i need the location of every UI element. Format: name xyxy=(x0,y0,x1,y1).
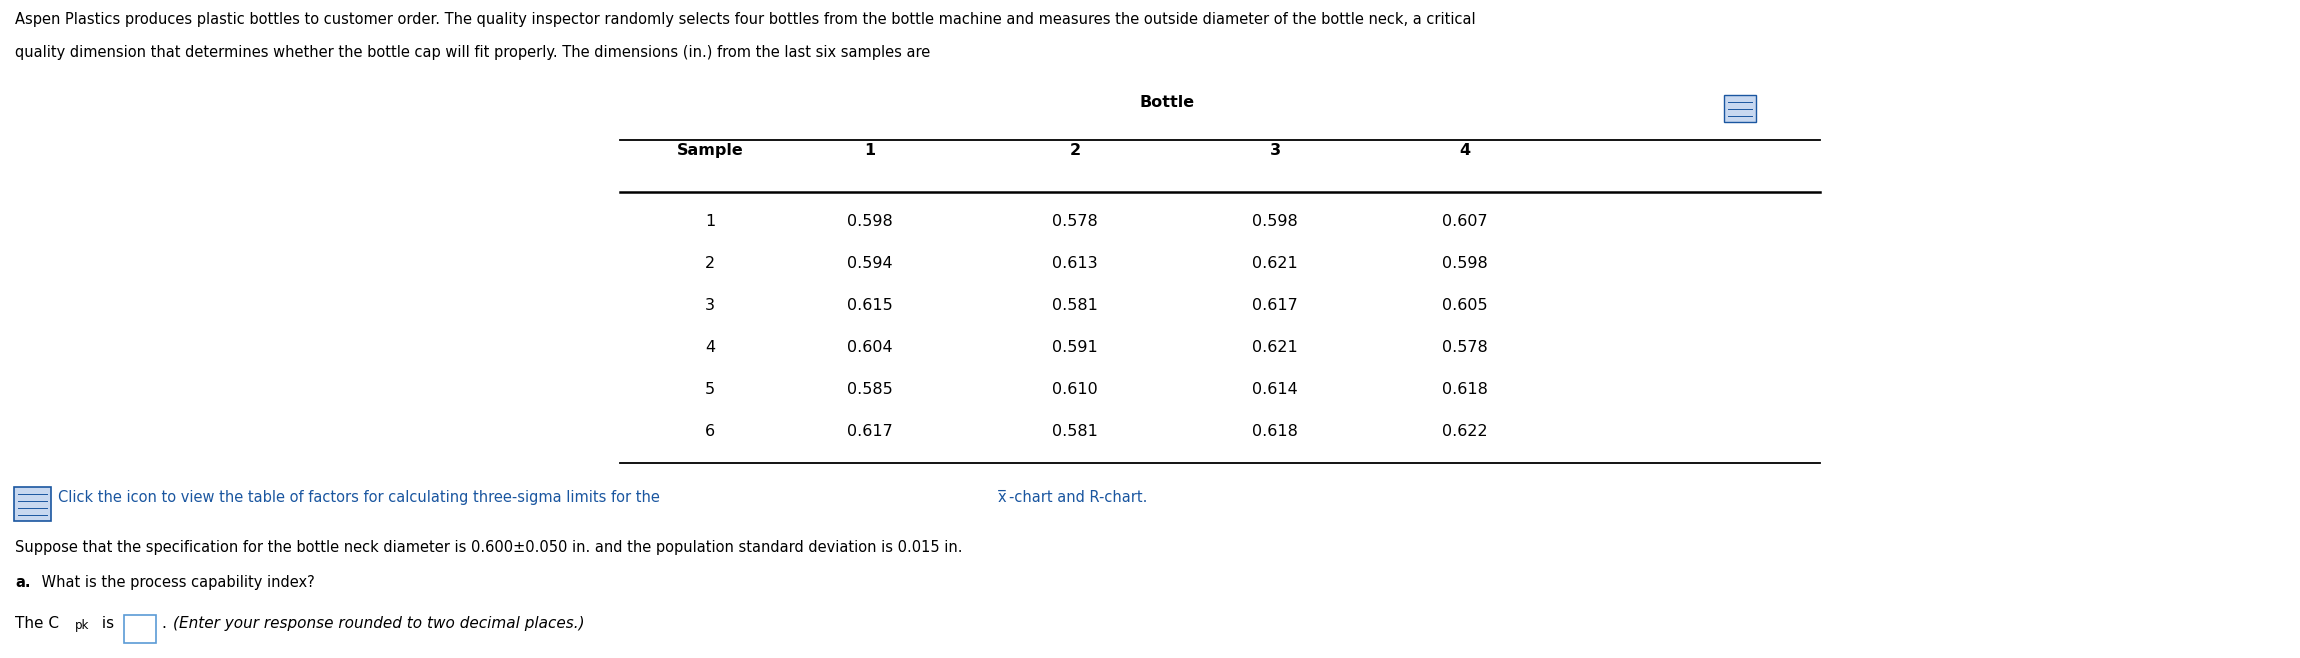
Text: Aspen Plastics produces plastic bottles to customer order. The quality inspector: Aspen Plastics produces plastic bottles … xyxy=(16,12,1477,27)
Text: x̅: x̅ xyxy=(998,490,1005,505)
Text: pk: pk xyxy=(76,619,90,632)
Text: 5: 5 xyxy=(704,382,715,397)
Text: 0.598: 0.598 xyxy=(1251,215,1297,230)
Text: 0.618: 0.618 xyxy=(1442,382,1488,397)
Text: Click the icon to view the table of factors for calculating three-sigma limits f: Click the icon to view the table of fact… xyxy=(58,490,665,505)
Text: 0.617: 0.617 xyxy=(1251,299,1297,313)
Text: 0.621: 0.621 xyxy=(1251,340,1297,355)
Text: 0.585: 0.585 xyxy=(846,382,892,397)
Text: .: . xyxy=(161,616,172,631)
Text: Sample: Sample xyxy=(676,143,743,158)
Text: 3: 3 xyxy=(706,299,715,313)
Text: 0.578: 0.578 xyxy=(1051,215,1097,230)
Text: 0.604: 0.604 xyxy=(846,340,892,355)
Text: 0.594: 0.594 xyxy=(846,257,892,272)
Text: 0.581: 0.581 xyxy=(1051,424,1097,440)
Text: 4: 4 xyxy=(704,340,715,355)
Text: 2: 2 xyxy=(1070,143,1081,158)
Text: (Enter your response rounded to two decimal places.): (Enter your response rounded to two deci… xyxy=(172,616,584,631)
Text: 0.614: 0.614 xyxy=(1251,382,1297,397)
Text: 3: 3 xyxy=(1270,143,1281,158)
Text: 2: 2 xyxy=(704,257,715,272)
Text: 0.605: 0.605 xyxy=(1442,299,1488,313)
Text: 6: 6 xyxy=(704,424,715,440)
Text: 0.581: 0.581 xyxy=(1051,299,1097,313)
Text: quality dimension that determines whether the bottle cap will fit properly. The : quality dimension that determines whethe… xyxy=(16,45,929,60)
Text: 0.622: 0.622 xyxy=(1442,424,1488,440)
Text: 4: 4 xyxy=(1460,143,1470,158)
FancyBboxPatch shape xyxy=(1725,95,1755,122)
Text: a.: a. xyxy=(16,575,30,590)
Text: What is the process capability index?: What is the process capability index? xyxy=(37,575,315,590)
Text: 0.578: 0.578 xyxy=(1442,340,1488,355)
Text: Bottle: Bottle xyxy=(1141,95,1196,110)
Text: -chart and R-chart.: -chart and R-chart. xyxy=(1010,490,1148,505)
Text: 0.615: 0.615 xyxy=(846,299,892,313)
Text: The C: The C xyxy=(16,616,60,631)
FancyBboxPatch shape xyxy=(14,487,51,521)
Text: is: is xyxy=(97,616,115,631)
Text: 0.617: 0.617 xyxy=(846,424,892,440)
Text: Suppose that the specification for the bottle neck diameter is 0.600±0.050 in. a: Suppose that the specification for the b… xyxy=(16,540,961,555)
Text: 0.613: 0.613 xyxy=(1051,257,1097,272)
Text: 0.621: 0.621 xyxy=(1251,257,1297,272)
Text: 0.598: 0.598 xyxy=(1442,257,1488,272)
Text: 0.591: 0.591 xyxy=(1051,340,1097,355)
Text: 1: 1 xyxy=(865,143,876,158)
Text: 0.598: 0.598 xyxy=(846,215,892,230)
FancyBboxPatch shape xyxy=(124,615,156,643)
Text: 1: 1 xyxy=(704,215,715,230)
Text: 0.610: 0.610 xyxy=(1051,382,1097,397)
Text: 0.618: 0.618 xyxy=(1251,424,1297,440)
Text: 0.607: 0.607 xyxy=(1442,215,1488,230)
